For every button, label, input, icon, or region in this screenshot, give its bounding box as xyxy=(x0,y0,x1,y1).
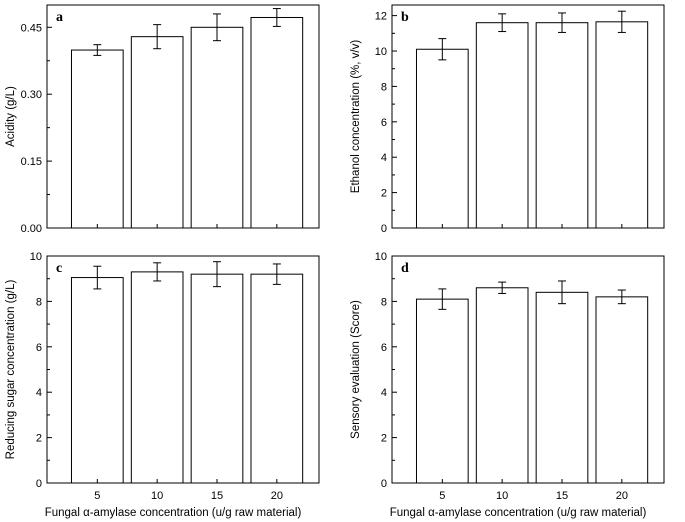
panel-letter: a xyxy=(56,10,63,25)
panel-c: 0 2 4 6 8 10 5 10 15 20 c Reducing sugar concentrat… xyxy=(5,251,320,519)
panel-letter: b xyxy=(401,10,409,25)
error-bar-5 xyxy=(438,288,447,310)
bar-15 xyxy=(535,22,589,229)
y-tick-label: 2 xyxy=(381,433,387,445)
error-bar-15 xyxy=(558,12,566,33)
error-bar-5 xyxy=(93,265,102,290)
y-tick-label: 8 xyxy=(36,296,42,308)
panel-letter: c xyxy=(56,261,62,276)
error-bar-15 xyxy=(213,261,221,288)
x-tick-label: 10 xyxy=(496,490,508,502)
error-bar-20 xyxy=(617,289,626,305)
bar-5 xyxy=(415,298,469,484)
y-axis-label: Reducing sugar concentration (g/L) xyxy=(5,280,17,460)
panel-b: 0 2 4 6 8 10 12 b Ethanol concentration (%, v/v) xyxy=(350,4,665,235)
y-tick-label: 8 xyxy=(381,296,387,308)
bar-5 xyxy=(70,49,124,229)
y-tick-label: 0.45 xyxy=(21,22,42,34)
y-tick-label: 4 xyxy=(381,152,387,164)
bar-15 xyxy=(190,273,244,484)
error-bar-15 xyxy=(213,13,221,42)
x-tick-label: 20 xyxy=(271,490,283,502)
y-tick-label: 6 xyxy=(36,342,42,354)
x-tick-label: 5 xyxy=(94,490,100,502)
x-tick-label: 10 xyxy=(151,490,163,502)
error-bar-10 xyxy=(153,262,162,282)
bar-15 xyxy=(535,291,589,484)
bar-20 xyxy=(595,21,649,229)
y-tick-label: 10 xyxy=(375,46,387,58)
y-tick-label: 0.15 xyxy=(21,156,42,168)
y-tick-label: 0 xyxy=(381,223,387,235)
y-axis-label: Ethanol concentration (%, v/v) xyxy=(350,40,362,194)
error-bar-10 xyxy=(498,13,507,33)
y-axis-label: Sensory evaluation (Score) xyxy=(350,300,362,439)
y-tick-label: 0 xyxy=(381,478,387,490)
error-bar-10 xyxy=(153,24,162,50)
error-bar-15 xyxy=(558,280,566,305)
x-tick-label: 5 xyxy=(439,490,445,502)
error-bar-5 xyxy=(438,38,447,61)
bar-20 xyxy=(595,296,649,484)
bar-10 xyxy=(475,287,529,484)
bar-10 xyxy=(130,36,184,229)
x-axis-label: Fungal α-amylase concentration (u/g raw … xyxy=(45,507,302,519)
y-axis-label: Acidity (g/L) xyxy=(5,86,17,147)
error-bar-5 xyxy=(93,44,102,56)
y-tick-label: 2 xyxy=(381,188,387,200)
y-tick-label: 0.00 xyxy=(21,223,42,235)
y-tick-label: 8 xyxy=(381,81,387,93)
panel-d: 0 2 4 6 8 10 5 10 15 20 d Sensory evaluation (Score… xyxy=(350,251,665,519)
y-tick-label: 0.30 xyxy=(21,89,42,101)
y-tick-label: 6 xyxy=(381,342,387,354)
error-bar-20 xyxy=(272,8,281,27)
x-tick-label: 20 xyxy=(616,490,628,502)
panel-letter: d xyxy=(401,261,409,276)
bar-10 xyxy=(130,271,184,484)
bar-15 xyxy=(190,26,244,229)
panel-a: 0.00 0.15 0.30 0.45 a Acidity (g/L) xyxy=(5,4,320,235)
y-tick-label: 12 xyxy=(375,11,387,23)
x-tick-label: 15 xyxy=(556,490,568,502)
y-tick-label: 10 xyxy=(375,251,387,263)
bar-5 xyxy=(70,277,124,484)
y-tick-label: 0 xyxy=(36,478,42,490)
y-tick-label: 2 xyxy=(36,433,42,445)
error-bar-10 xyxy=(498,281,507,294)
bar-20 xyxy=(250,16,304,229)
y-tick-label: 10 xyxy=(30,251,42,263)
error-bar-20 xyxy=(617,10,626,33)
y-tick-label: 6 xyxy=(381,117,387,129)
y-tick-label: 4 xyxy=(36,387,42,399)
x-axis-label: Fungal α-amylase concentration (u/g raw … xyxy=(390,507,647,519)
y-tick-label: 4 xyxy=(381,387,387,399)
bar-5 xyxy=(415,48,469,229)
bar-20 xyxy=(250,273,304,484)
bar-10 xyxy=(475,22,529,229)
x-tick-label: 15 xyxy=(211,490,223,502)
error-bar-20 xyxy=(272,263,281,285)
